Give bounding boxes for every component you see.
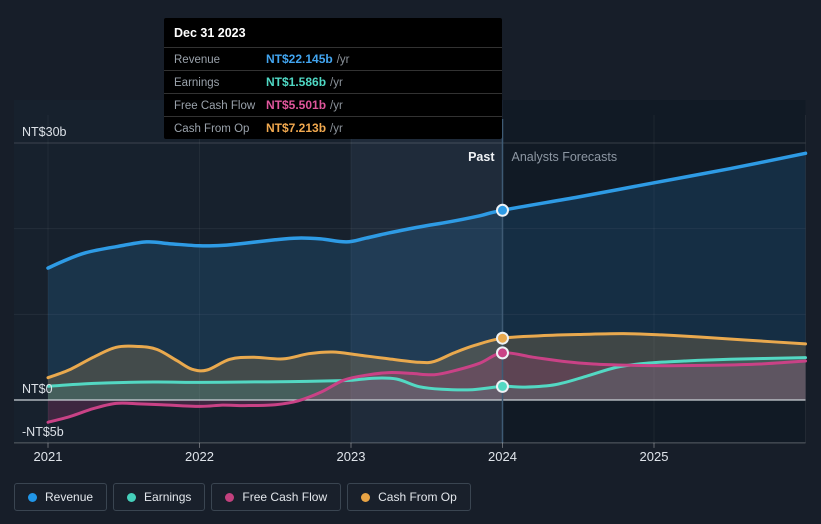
revenue-line <box>46 151 808 270</box>
tooltip-unit-suffix: /yr <box>330 123 343 135</box>
tooltip-label: Free Cash Flow <box>174 100 256 112</box>
earnings-marker[interactable] <box>496 379 509 393</box>
tooltip-value: NT$22.145b <box>266 52 333 66</box>
cash-from-op-series-dot <box>361 492 371 502</box>
y-axis-label: NT$0 <box>22 382 53 396</box>
revenue-area <box>48 153 806 400</box>
tooltip-row-earnings: Earnings NT$1.586b /yr <box>164 70 502 93</box>
tooltip-unit-suffix: /yr <box>330 100 343 112</box>
revenue-series-dot <box>28 492 37 502</box>
revenue-marker[interactable] <box>496 203 509 217</box>
free-cash-flow-series-dot <box>225 492 235 502</box>
tooltip-unit-suffix: /yr <box>336 54 350 66</box>
tooltip-row-free-cash-flow: Free Cash Flow NT$5.501b /yr <box>164 93 502 116</box>
legend-label: Cash From Op <box>378 490 457 504</box>
tooltip-row-revenue: Revenue NT$22.145b /yr <box>164 47 502 70</box>
chart-legend: Revenue Earnings Free Cash Flow Cash Fro… <box>14 483 471 511</box>
free-cash-flow-marker[interactable] <box>496 346 509 360</box>
tooltip-unit-suffix: /yr <box>330 77 343 89</box>
tooltip-date-title: Dec 31 2023 <box>174 26 246 40</box>
cash-from-op-marker[interactable] <box>496 331 509 345</box>
tooltip-label: Cash From Op <box>174 123 250 135</box>
past-label: Past <box>468 150 495 164</box>
tooltip-row-cash-from-op: Cash From Op NT$7.213b /yr <box>164 116 502 139</box>
legend-item-revenue[interactable]: Revenue <box>14 483 108 511</box>
legend-item-cash-from-op[interactable]: Cash From Op <box>347 483 471 511</box>
tooltip-label: Revenue <box>174 54 221 66</box>
plot-background <box>14 100 806 443</box>
chart-tooltip: Dec 31 2023 Revenue NT$22.145b /yr Earni… <box>164 18 502 139</box>
legend-item-earnings[interactable]: Earnings <box>113 483 206 511</box>
cash-from-op-line <box>46 332 807 380</box>
analysts-forecasts-label: Analysts Forecasts <box>512 150 618 164</box>
hover-band <box>351 100 503 443</box>
earnings-series-dot <box>127 492 137 502</box>
x-axis-label: 2024 <box>488 449 517 464</box>
legend-label: Revenue <box>45 490 94 504</box>
legend-label: Earnings <box>144 490 192 504</box>
legend-label: Free Cash Flow <box>242 490 328 504</box>
free-cash-flow-line <box>46 351 807 424</box>
x-axis-label: 2023 <box>337 449 366 464</box>
y-axis-label: NT$30b <box>22 125 67 139</box>
x-axis-label: 2021 <box>34 449 63 464</box>
tooltip-value: NT$7.213b <box>266 121 327 135</box>
y-axis-label: -NT$5b <box>22 425 64 439</box>
x-axis-label: 2022 <box>185 449 214 464</box>
x-axis-label: 2025 <box>640 449 669 464</box>
tooltip-value: NT$5.501b <box>266 98 327 112</box>
legend-item-free-cash-flow[interactable]: Free Cash Flow <box>211 483 342 511</box>
tooltip-label: Earnings <box>174 77 220 89</box>
tooltip-value: NT$1.586b <box>266 75 327 89</box>
